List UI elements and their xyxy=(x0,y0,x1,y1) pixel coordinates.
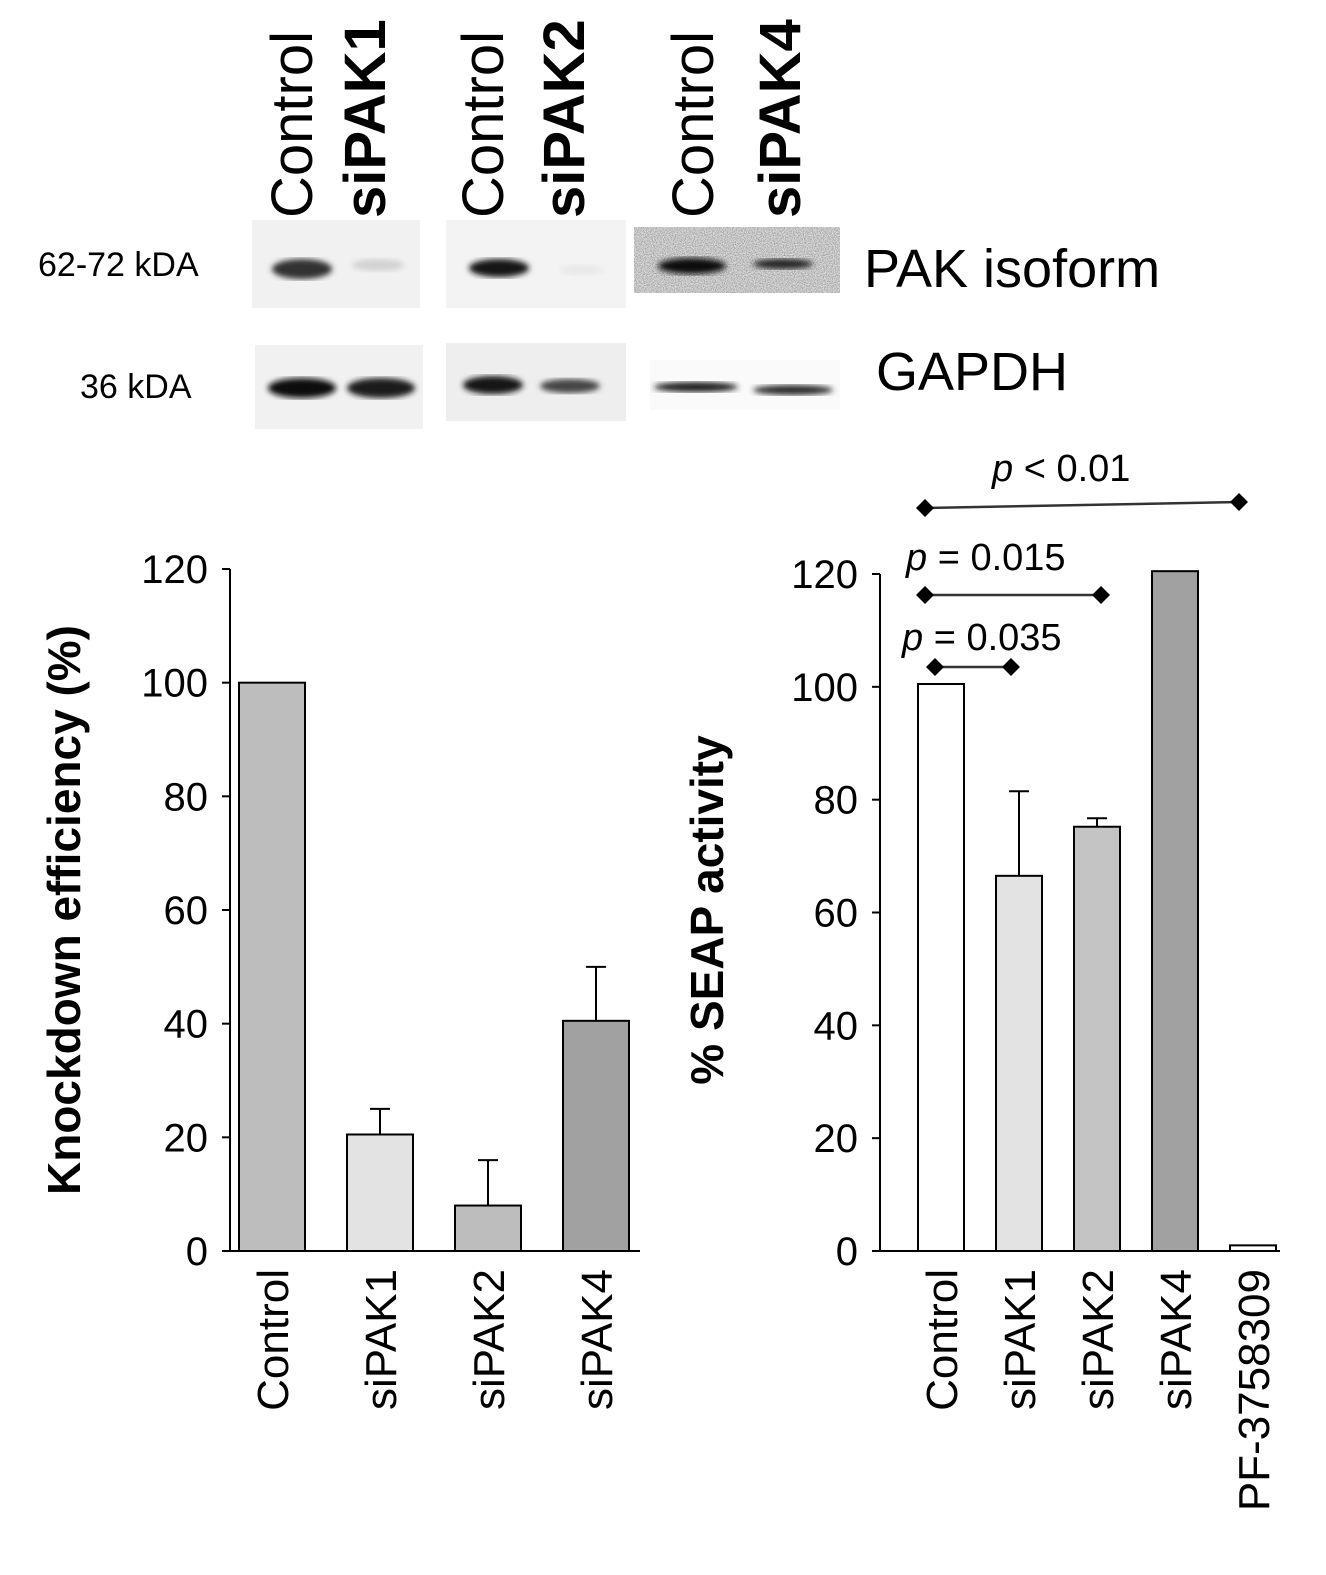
significance-label: p = 0.015 xyxy=(905,537,1066,579)
blot-lane-label: Control xyxy=(661,31,726,218)
bar xyxy=(917,683,965,1252)
x-tick-label: siPAK2 xyxy=(1074,1269,1123,1410)
seap-activity-chart: 0 20 40 60 80 100 120 Control siPAK1 siPAK2 siPAK4… xyxy=(791,448,1280,1511)
y-tick-label: 40 xyxy=(164,1003,209,1047)
x-tick-label: siPAK4 xyxy=(573,1269,622,1410)
p-symbol: p xyxy=(991,448,1013,490)
x-tick-label: siPAK1 xyxy=(996,1269,1045,1410)
knockdown-chart: 0 20 40 60 80 100 120 Control siPAK1 siPAK2 siPAK4 xyxy=(141,548,640,1411)
y-tick-label: 0 xyxy=(836,1230,858,1274)
blot-protein-label: PAK isoform xyxy=(864,239,1160,299)
y-tick-label: 80 xyxy=(164,775,209,819)
bar xyxy=(1073,825,1121,1252)
y-tick-label: 80 xyxy=(814,779,859,823)
bar xyxy=(995,874,1043,1252)
y-tick-label: 60 xyxy=(814,892,859,936)
x-tick-label: Control xyxy=(249,1269,298,1411)
p-symbol: p xyxy=(905,537,927,579)
y-tick-label: 40 xyxy=(814,1004,859,1048)
significance-marker xyxy=(1002,658,1020,676)
bar xyxy=(346,1133,414,1253)
y-tick-label: 100 xyxy=(141,662,208,706)
blot-membrane xyxy=(634,227,840,410)
bar xyxy=(454,1204,522,1252)
y-axis-label: Knockdown efficiency (%) xyxy=(38,625,90,1195)
bar xyxy=(562,1019,630,1253)
significance-marker xyxy=(916,499,934,517)
x-tick-label: siPAK4 xyxy=(1152,1269,1201,1410)
p-value: < 0.01 xyxy=(1013,448,1130,490)
significance-label: p < 0.01 xyxy=(991,448,1130,490)
p-symbol: p xyxy=(901,617,923,659)
x-tick-label: Control xyxy=(918,1269,967,1411)
significance-marker xyxy=(1092,586,1110,604)
significance-marker xyxy=(916,586,934,604)
blot-lane-label: Control xyxy=(260,31,325,218)
y-tick-label: 120 xyxy=(791,553,858,597)
x-tick-label: siPAK1 xyxy=(357,1269,406,1410)
p-value: = 0.035 xyxy=(923,617,1061,659)
blot-size-label: 62-72 kDA xyxy=(38,246,199,284)
y-tick-label: 20 xyxy=(164,1116,209,1160)
blot-lane-label: siPAK1 xyxy=(333,19,398,218)
bar xyxy=(238,681,306,1252)
bar xyxy=(1229,1244,1277,1252)
y-tick-label: 60 xyxy=(164,889,209,933)
bar xyxy=(1151,570,1199,1252)
y-tick-label: 100 xyxy=(791,666,858,710)
significance-marker xyxy=(1230,493,1248,511)
x-tick-label: siPAK2 xyxy=(465,1269,514,1410)
p-value: = 0.015 xyxy=(927,537,1065,579)
significance-label: p = 0.035 xyxy=(901,617,1062,659)
blot-lane-label: siPAK4 xyxy=(748,19,813,218)
blot-protein-label: GAPDH xyxy=(876,342,1068,402)
western-blot-panel: Control siPAK1 Control siPAK2 Control si… xyxy=(38,19,1160,429)
x-tick-label: PF-3758309 xyxy=(1230,1269,1279,1511)
y-tick-label: 120 xyxy=(141,548,208,592)
blot-membrane xyxy=(252,220,423,429)
significance-line xyxy=(924,500,1240,510)
y-axis-label: % SEAP activity xyxy=(681,735,733,1085)
blot-lane-label: Control xyxy=(451,31,516,218)
y-tick-label: 20 xyxy=(814,1117,859,1161)
blot-membrane xyxy=(446,220,626,421)
blot-size-label: 36 kDA xyxy=(80,368,192,406)
significance-marker xyxy=(926,658,944,676)
y-tick-label: 0 xyxy=(186,1230,208,1274)
blot-lane-label: siPAK2 xyxy=(532,19,597,218)
